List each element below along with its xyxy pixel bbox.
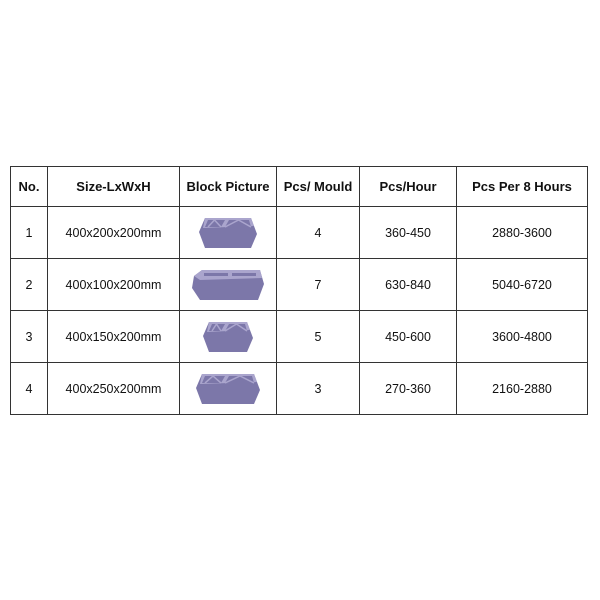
block-image <box>196 373 260 404</box>
cell-picture <box>179 362 277 415</box>
cell-pcs-hour: 360-450 <box>359 206 457 259</box>
cell-pcs-8h: 2880-3600 <box>456 206 588 259</box>
cell-pcs-8h: 3600-4800 <box>456 310 588 363</box>
cell-size: 400x200x200mm <box>47 206 180 259</box>
header-pcs-mould: Pcs/ Mould <box>276 166 360 207</box>
cell-pcs-mould: 7 <box>276 258 360 311</box>
cell-no: 1 <box>10 206 48 259</box>
cell-pcs-mould: 3 <box>276 362 360 415</box>
header-size: Size-LxWxH <box>47 166 180 207</box>
block-image <box>203 321 253 352</box>
cell-size: 400x100x200mm <box>47 258 180 311</box>
cell-pcs-8h: 2160-2880 <box>456 362 588 415</box>
cell-pcs-mould: 5 <box>276 310 360 363</box>
header-picture: Block Picture <box>179 166 277 207</box>
table-row: 4 400x250x200mm 3 270-360 2160-2880 <box>10 362 588 415</box>
block-image <box>192 269 264 300</box>
cell-size: 400x250x200mm <box>47 362 180 415</box>
cell-pcs-mould: 4 <box>276 206 360 259</box>
header-row: No. Size-LxWxH Block Picture Pcs/ Mould … <box>10 166 588 207</box>
cell-pcs-hour: 270-360 <box>359 362 457 415</box>
cell-pcs-8h: 5040-6720 <box>456 258 588 311</box>
cell-picture <box>179 258 277 311</box>
cell-picture <box>179 310 277 363</box>
block-spec-table: No. Size-LxWxH Block Picture Pcs/ Mould … <box>10 166 588 415</box>
cell-picture <box>179 206 277 259</box>
table-row: 3 400x150x200mm 5 450-600 3600-4800 <box>10 310 588 363</box>
table-row: 2 400x100x200mm 7 630-840 5040-6720 <box>10 258 588 311</box>
cell-no: 4 <box>10 362 48 415</box>
cell-pcs-hour: 450-600 <box>359 310 457 363</box>
header-pcs-8h: Pcs Per 8 Hours <box>456 166 588 207</box>
header-no: No. <box>10 166 48 207</box>
cell-no: 2 <box>10 258 48 311</box>
header-pcs-hour: Pcs/Hour <box>359 166 457 207</box>
block-image <box>199 217 257 248</box>
cell-pcs-hour: 630-840 <box>359 258 457 311</box>
cell-no: 3 <box>10 310 48 363</box>
cell-size: 400x150x200mm <box>47 310 180 363</box>
table-row: 1 400x200x200mm 4 360-450 2880-3600 <box>10 206 588 259</box>
